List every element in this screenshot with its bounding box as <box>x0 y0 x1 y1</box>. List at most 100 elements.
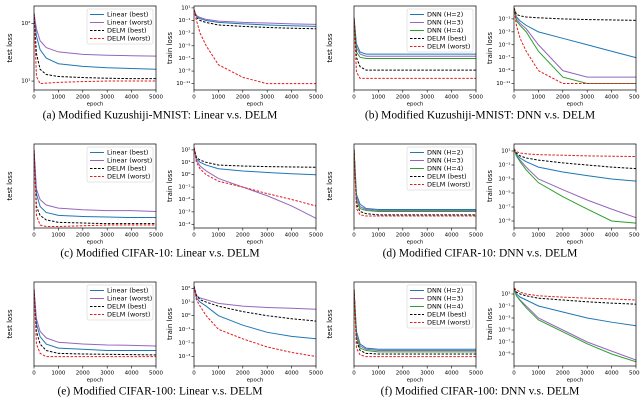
x-tick-label: 4000 <box>285 233 299 239</box>
x-tick-label: 4000 <box>605 371 619 377</box>
x-tick-label: 3000 <box>260 95 274 101</box>
x-tick-label: 2000 <box>556 371 570 377</box>
x-axis-label: epoch <box>87 240 104 246</box>
legend-label: DNN (H=2) <box>427 149 463 157</box>
series-line <box>34 289 156 347</box>
y-tick-label: 10⁰ <box>181 171 191 178</box>
series-line <box>354 289 476 355</box>
legend-label: Linear (worst) <box>107 19 152 27</box>
series-line <box>354 149 476 211</box>
y-tick-label: 10⁻³ <box>498 315 510 322</box>
legend-label: Linear (best) <box>107 287 148 295</box>
y-axis-label: test loss <box>6 33 14 63</box>
plot-frame <box>193 281 317 367</box>
x-tick-label: 5000 <box>629 371 640 377</box>
series-line <box>194 285 316 340</box>
legend-label: DELM (best) <box>427 173 467 181</box>
y-tick-label: 10⁻¹ <box>178 326 190 333</box>
x-axis-label: epoch <box>87 378 104 384</box>
legend-label: DNN (H=3) <box>427 19 463 27</box>
x-tick-label: 2000 <box>556 95 570 101</box>
legend-label: DELM (worst) <box>427 43 470 51</box>
x-tick-label: 4000 <box>445 95 459 101</box>
y-tick-label: 10⁻¹ <box>178 17 190 24</box>
legend-label: DELM (worst) <box>427 181 470 189</box>
y-tick-label: 10¹ <box>181 4 190 11</box>
y-tick-label: 10⁻⁵ <box>498 327 510 334</box>
x-tick-label: 1000 <box>371 371 385 377</box>
plot-frame <box>33 143 157 229</box>
y-tick-label: 10² <box>181 285 190 292</box>
series-line <box>354 17 476 57</box>
legend-label: DNN (H=2) <box>427 11 463 19</box>
series-line <box>34 289 156 358</box>
x-axis-label: epoch <box>567 240 584 246</box>
x-tick-label: 4000 <box>125 95 139 101</box>
x-tick-label: 0 <box>512 95 516 101</box>
y-tick-label: 10¹ <box>181 159 190 166</box>
legend-label: DNN (H=4) <box>427 303 463 311</box>
series-line <box>194 9 316 30</box>
series-line <box>354 289 476 353</box>
x-tick-label: 5000 <box>149 233 163 239</box>
x-tick-label: 5000 <box>149 95 163 101</box>
caption: (a) Modified Kuzushiji-MNIST: Linear v.s… <box>43 110 278 122</box>
legend-box <box>86 8 154 45</box>
subplot: 0 1000 2000 3000 4000 5000 epoch test loss Linea… <box>6 281 163 384</box>
series-line <box>34 289 156 352</box>
y-tick-label: 10⁻⁹ <box>498 218 510 225</box>
y-tick-label: 10⁻⁴ <box>178 221 191 228</box>
series-line <box>514 7 636 78</box>
y-tick-label: 10⁻³ <box>498 176 510 183</box>
caption: (f) Modified CIFAR-100: DNN v.s. DELM <box>381 386 580 398</box>
y-tick-label: 10⁻³ <box>178 353 190 360</box>
y-axis-label: train loss <box>486 308 494 340</box>
x-tick-label: 1000 <box>211 233 225 239</box>
x-tick-label: 3000 <box>100 95 114 101</box>
x-tick-label: 2000 <box>76 233 90 239</box>
x-tick-label: 2000 <box>236 95 250 101</box>
subplot: 10⁻¹¹ 10⁻⁹ 10⁻⁷ 10⁻⁵ 10⁻³ 10⁻¹ 0 1000 2000 3000 40… <box>486 5 640 108</box>
y-tick-label: 10⁻³ <box>498 28 510 35</box>
series-line <box>514 287 636 327</box>
x-tick-label: 3000 <box>580 95 594 101</box>
series-line <box>354 17 476 55</box>
x-tick-label: 1000 <box>51 371 65 377</box>
x-axis-label: epoch <box>407 240 424 246</box>
plot-frame <box>33 5 157 91</box>
y-tick-label: 10⁻⁷ <box>178 55 190 62</box>
x-tick-label: 3000 <box>260 233 274 239</box>
series-line <box>514 7 636 59</box>
y-axis-label: train loss <box>486 170 494 202</box>
subplot: 0 1000 2000 3000 4000 5000 epoch test loss DNN (… <box>326 281 483 384</box>
subplot: 10⁻⁹ 10⁻⁷ 10⁻⁵ 10⁻³ 10⁻¹ 10¹ 0 1000 2000 3000 4000… <box>486 281 640 384</box>
y-tick-label: 10⁻⁷ <box>498 204 510 211</box>
x-tick-label: 2000 <box>396 95 410 101</box>
y-tick-label: 10⁻⁷ <box>498 54 510 61</box>
x-tick-label: 2000 <box>236 371 250 377</box>
series-line <box>194 285 316 322</box>
series-line <box>514 148 636 158</box>
y-tick-label: 10¹ <box>21 78 30 85</box>
x-tick-label: 4000 <box>125 371 139 377</box>
caption: (c) Modified CIFAR-10: Linear v.s. DELM <box>60 248 259 260</box>
series-line <box>354 149 476 216</box>
series-line <box>194 147 316 207</box>
plot-frame <box>193 5 317 91</box>
subplot: 0 1000 2000 3000 4000 5000 epoch test loss Linea… <box>6 143 163 246</box>
y-axis-label: train loss <box>166 308 174 340</box>
plot-frame <box>33 281 157 367</box>
y-axis-label: test loss <box>326 309 334 339</box>
x-tick-label: 5000 <box>469 95 483 101</box>
series-line <box>514 287 636 305</box>
legend-label: DNN (H=4) <box>427 165 463 173</box>
series-line <box>354 17 476 79</box>
x-tick-label: 2000 <box>76 95 90 101</box>
series-line <box>194 9 316 25</box>
series-line <box>34 149 156 225</box>
x-tick-label: 2000 <box>396 233 410 239</box>
series-line <box>34 149 156 219</box>
x-tick-label: 0 <box>512 233 516 239</box>
series-line <box>354 149 476 213</box>
series-line <box>194 147 316 219</box>
